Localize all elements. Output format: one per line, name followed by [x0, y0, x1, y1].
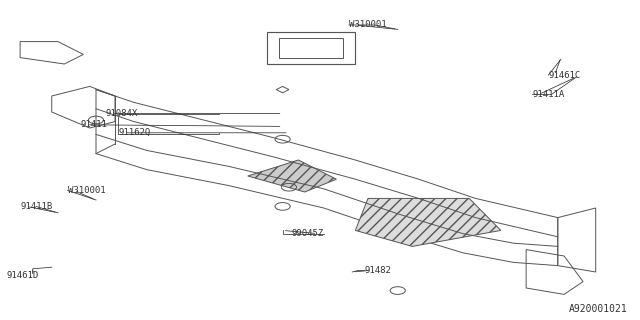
Text: 91461C: 91461C — [548, 71, 580, 80]
Text: W310001: W310001 — [68, 186, 105, 195]
Text: 91411A: 91411A — [532, 90, 564, 99]
Text: 91482: 91482 — [365, 266, 392, 275]
Text: 91084X: 91084X — [106, 109, 138, 118]
Text: 91411: 91411 — [80, 120, 107, 129]
Text: W310001: W310001 — [349, 20, 387, 29]
Text: 91461D: 91461D — [7, 271, 39, 280]
Polygon shape — [355, 198, 501, 246]
Polygon shape — [248, 160, 337, 192]
Text: 91411B: 91411B — [20, 202, 52, 211]
Text: 99045Z: 99045Z — [291, 229, 324, 238]
Text: A920001021: A920001021 — [568, 304, 627, 314]
Text: 91162Q: 91162Q — [118, 128, 150, 137]
